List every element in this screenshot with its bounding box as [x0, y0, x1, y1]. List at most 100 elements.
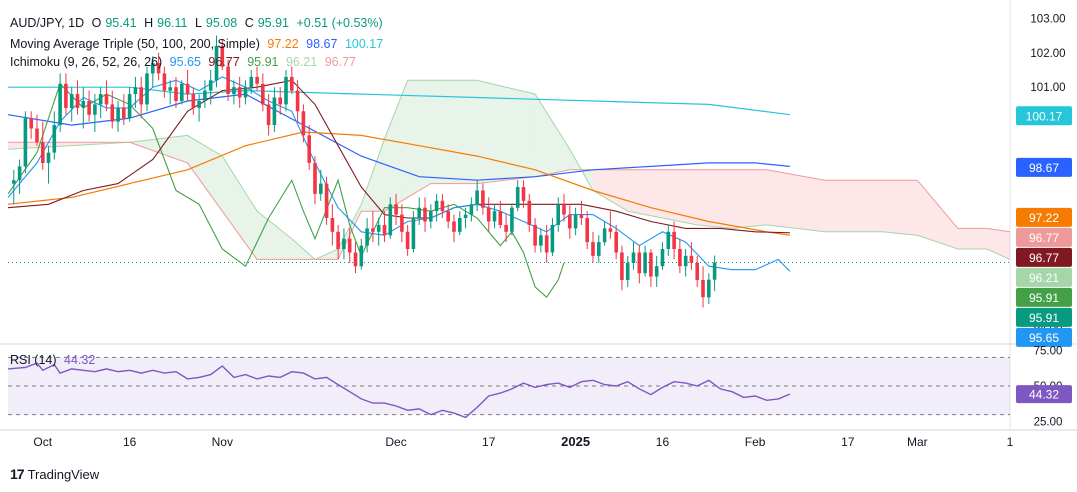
candle-body [69, 94, 74, 108]
candle-body [515, 187, 520, 208]
candle-body [498, 211, 503, 225]
time-tick-label: 2025 [561, 434, 590, 449]
candle-body [400, 214, 404, 232]
ma100-value: 98.67 [306, 37, 338, 51]
conversion-line [7, 76, 791, 272]
candle-body [156, 63, 161, 74]
candle [597, 235, 601, 263]
candle [313, 156, 317, 205]
candle-body [527, 200, 532, 225]
candle-body [116, 107, 120, 122]
candle-body [104, 94, 109, 105]
open-label: O [91, 16, 102, 30]
candle-body [93, 104, 97, 115]
time-tick-label: 16 [123, 435, 137, 449]
candle [255, 66, 259, 91]
candle-body [353, 252, 358, 267]
candle [602, 221, 607, 246]
candle-body [481, 190, 485, 208]
candle [301, 104, 306, 143]
candle [625, 255, 630, 287]
candle [58, 73, 62, 132]
candle-body [579, 214, 584, 218]
rsi-value-label-bg [1016, 385, 1072, 404]
candle [290, 66, 294, 95]
candle [573, 207, 578, 236]
candle-body [220, 45, 225, 67]
candle [93, 94, 97, 132]
rsi-legend: RSI (14) 44.32 [10, 353, 99, 367]
ichimoku-cloud-segment [697, 169, 732, 229]
high-label: H [144, 16, 154, 30]
candle-body [232, 87, 236, 95]
candle-body [712, 262, 717, 280]
rsi-tick-label: 75.00 [1034, 345, 1063, 357]
candle-body [458, 218, 462, 232]
candle [295, 80, 300, 122]
candle-body [255, 76, 259, 84]
ichimoku-cloud-segment [430, 80, 478, 184]
candle-body [469, 204, 474, 215]
ichimoku-cloud-segment [361, 138, 385, 212]
candle [162, 66, 167, 98]
ma50-value: 97.22 [267, 37, 299, 51]
ichimoku-leading-b-value: 96.77 [324, 55, 356, 69]
close-label: C [244, 16, 254, 30]
price-axis-label-bg [1016, 106, 1072, 126]
candle [197, 94, 201, 122]
ichimoku-cloud-segment [917, 180, 958, 249]
ichimoku-cloud-segment [129, 135, 188, 163]
candle-body [371, 228, 375, 232]
candle-body [625, 262, 630, 280]
price-tick-label: 102.00 [1030, 48, 1065, 60]
candle [707, 273, 711, 305]
price-tick-label: 103.00 [1030, 13, 1065, 25]
candle [156, 52, 161, 81]
candle-body [597, 242, 601, 256]
candle [666, 224, 671, 256]
rsi-legend-name: RSI (14) [10, 353, 57, 367]
candle-body [237, 87, 242, 98]
candle-body [174, 87, 178, 101]
candle-body [533, 224, 537, 246]
candle [191, 87, 196, 115]
tradingview-logo[interactable]: 17 TradingView [10, 466, 99, 482]
candle [307, 125, 311, 170]
candle-body [434, 200, 439, 212]
candle-body [110, 104, 115, 122]
high-value: 96.11 [157, 16, 188, 30]
candle [683, 249, 688, 277]
candle-body [660, 249, 665, 267]
price-axis-label: 95.65 [1016, 327, 1072, 347]
time-tick-label: 16 [656, 435, 670, 449]
candle-body [678, 249, 682, 267]
candle-body [544, 235, 549, 253]
price-axis-label-text: 100.17 [1026, 109, 1063, 123]
candle-body [197, 101, 201, 108]
candle [620, 245, 624, 291]
candle [498, 200, 503, 229]
candle-body [208, 80, 213, 91]
ichimoku-cloud-segment [766, 169, 825, 232]
candle [87, 90, 91, 122]
ma-legend: Moving Average Triple (50, 100, 200, Sim… [10, 37, 387, 51]
candle [492, 204, 497, 229]
candle [81, 87, 86, 129]
candle-body [203, 90, 207, 101]
candle [452, 214, 456, 243]
candle [481, 183, 485, 215]
candle-body [695, 262, 699, 280]
ichimoku-cloud-segment [222, 156, 258, 260]
candle-body [654, 266, 659, 277]
candle-body [214, 45, 219, 81]
candle [46, 145, 51, 184]
candle-body [266, 104, 271, 126]
candle-body [122, 107, 126, 119]
candle [562, 193, 566, 222]
candle [180, 80, 184, 105]
candle-body [510, 207, 514, 232]
candle [342, 228, 346, 260]
ma-legend-name: Moving Average Triple (50, 100, 200, Sim… [10, 37, 260, 51]
ichimoku-legend: Ichimoku (9, 26, 52, 26, 26) 95.65 96.77… [10, 55, 360, 69]
candle-body [324, 183, 329, 218]
